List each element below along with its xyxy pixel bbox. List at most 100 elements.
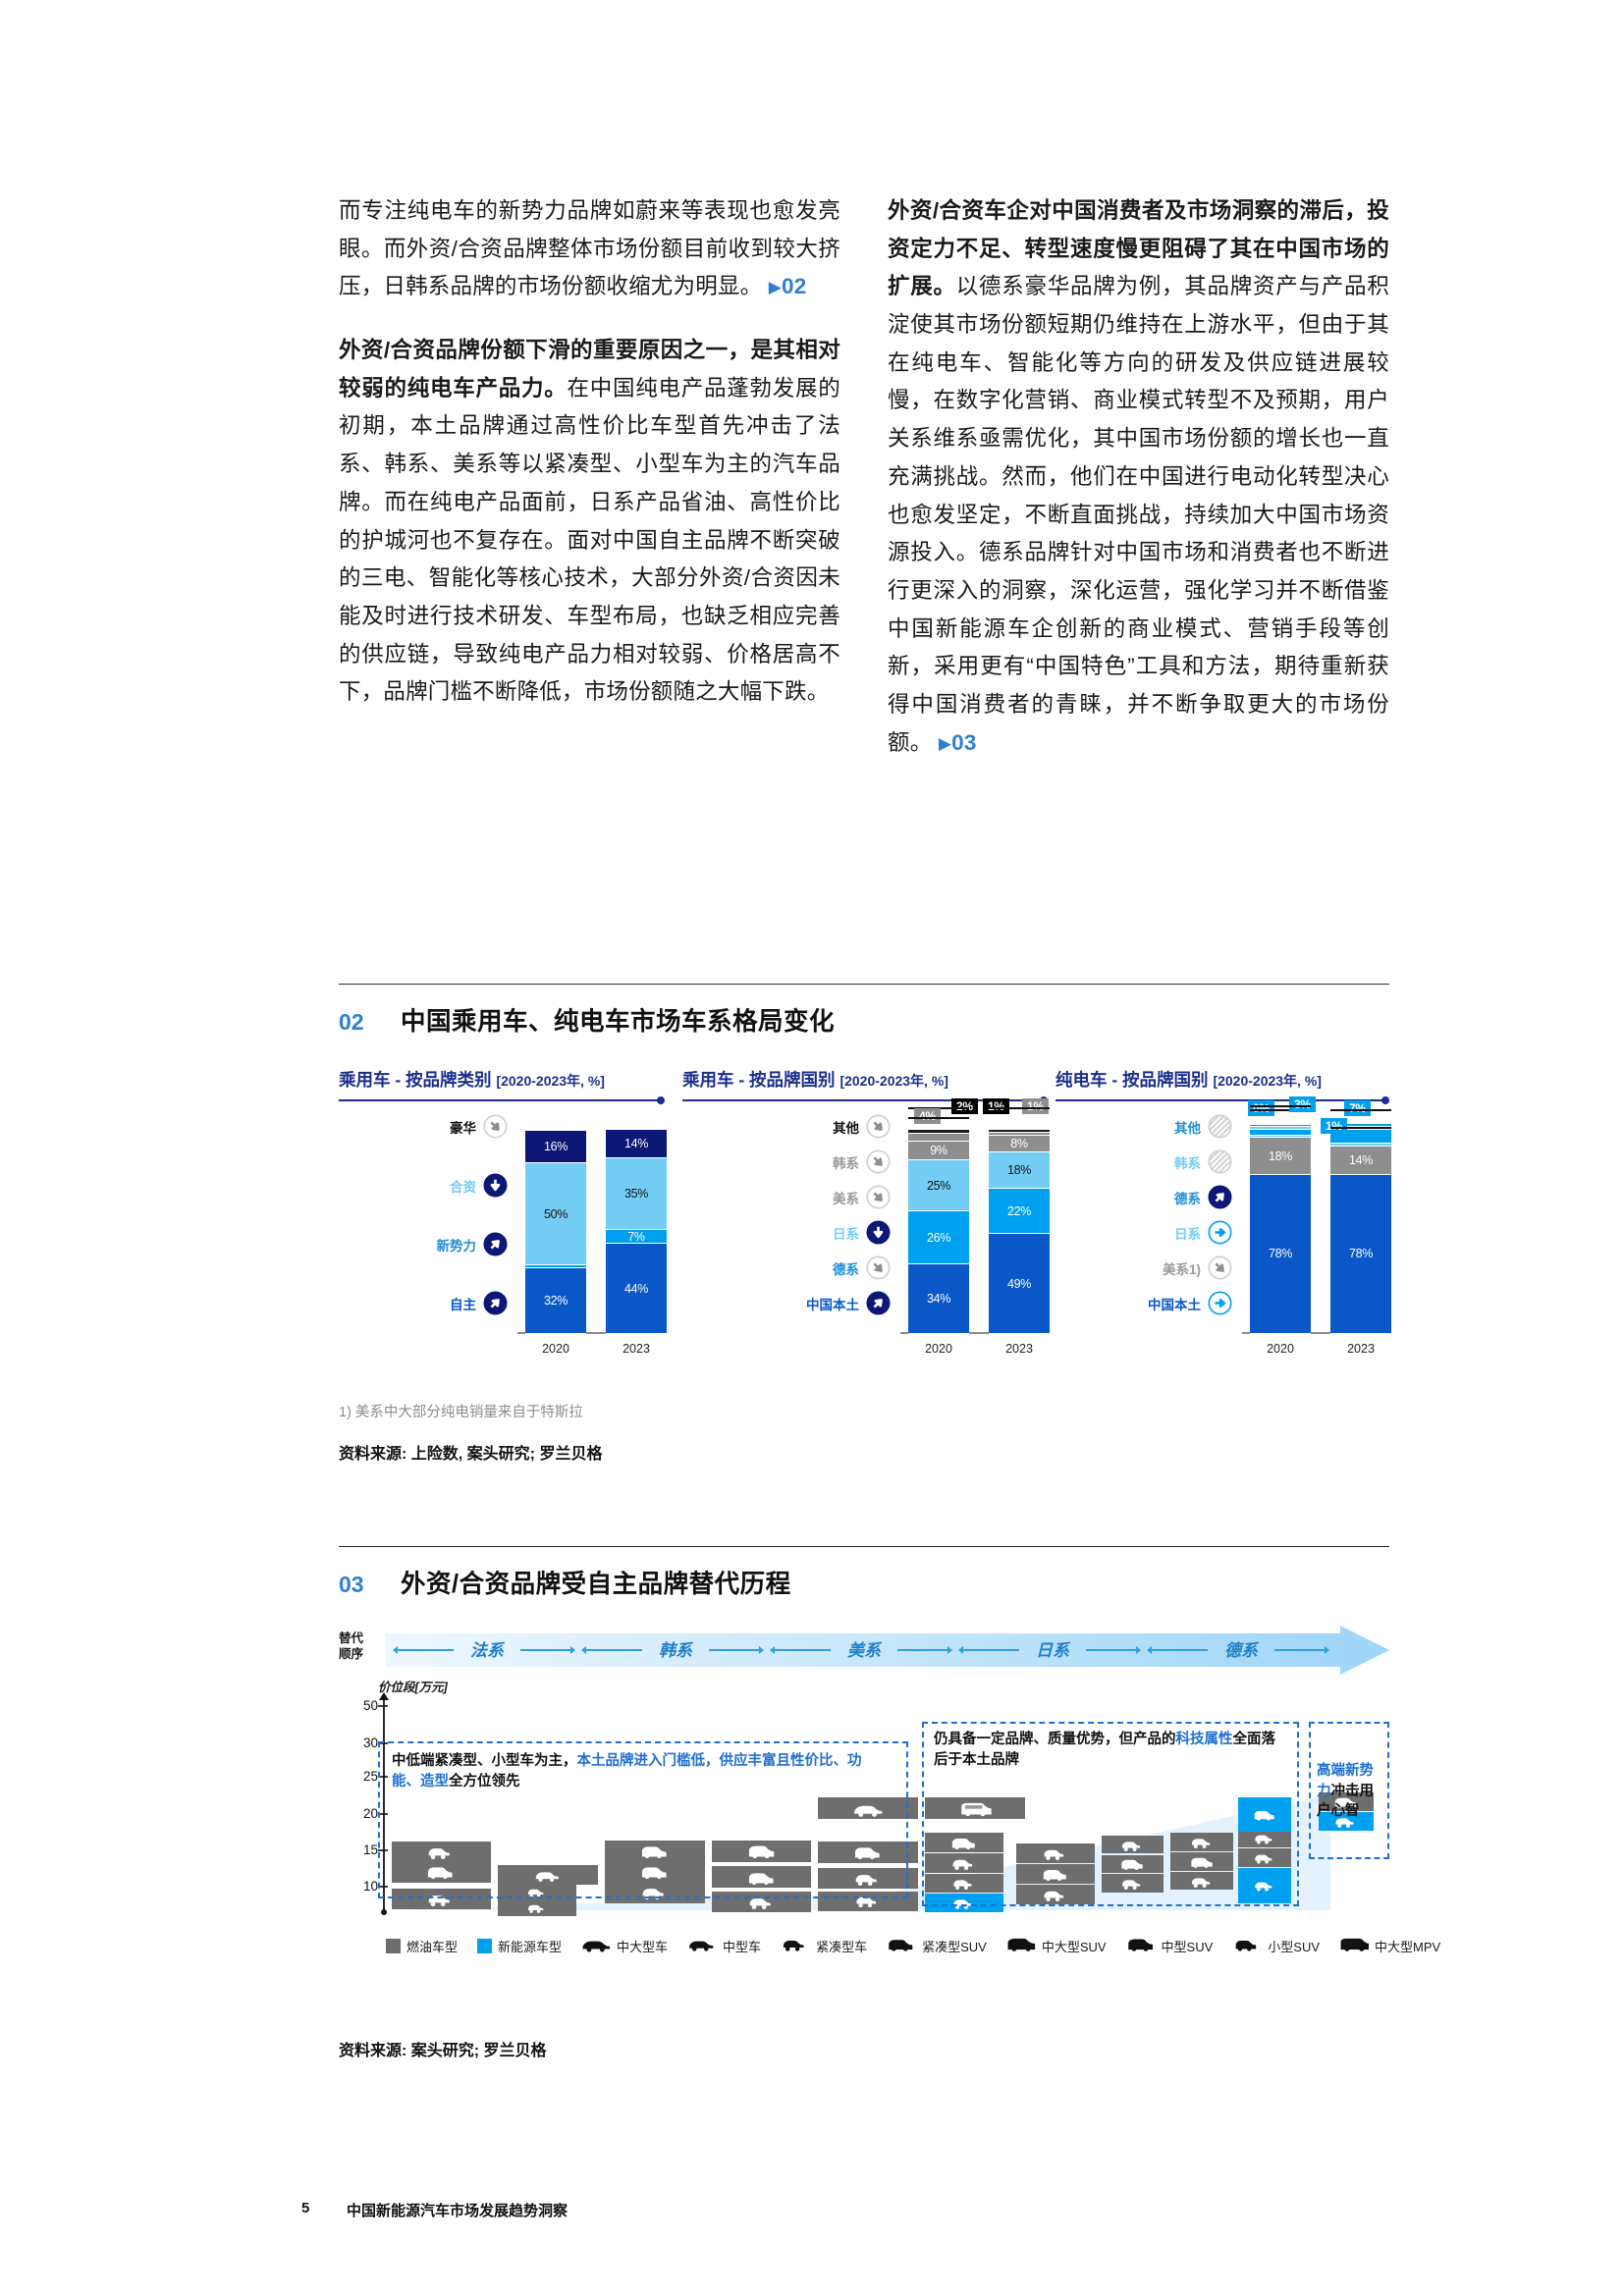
car-compact-icon [1255, 1854, 1272, 1864]
arrow-right-icon [1208, 1220, 1232, 1245]
bar-2023[interactable]: 14% 78% [1330, 1124, 1391, 1334]
car-compact-suv-icon [1334, 1797, 1356, 1808]
x-axis-label: 2023 [1347, 1342, 1375, 1356]
car-compact-icon [1121, 1841, 1141, 1851]
car-model-cell [1170, 1871, 1234, 1891]
y-axis-tick-50: 50 [362, 1698, 378, 1713]
arrow-down-right-icon [866, 1255, 891, 1280]
figure-ref-03[interactable]: ▶03 [938, 729, 977, 755]
bar-segment-value: 49% [1006, 1276, 1032, 1291]
bar-segment-自主: 32% [525, 1268, 586, 1334]
bar-segment-德系: 22% [989, 1189, 1050, 1235]
car-compact-icon [784, 1940, 804, 1951]
sequence-label-line2: 顺序 [339, 1646, 364, 1661]
legend-label: 美系1) [1162, 1261, 1201, 1277]
callout-box-premium-newcomers [1309, 1722, 1389, 1859]
x-axis-line [1242, 1332, 1389, 1334]
paragraph-text: 而专注纯电车的新势力品牌如蔚来等表现也愈发亮眼。而外资/合资品牌整体市场份额目前… [339, 198, 840, 299]
figure-number: 02 [339, 1009, 364, 1035]
page-number: 5 [301, 2200, 310, 2216]
bar-segment-其他 [989, 1130, 1050, 1134]
arrow-up-right-icon [1208, 1185, 1232, 1209]
bar-segment-value: 50% [543, 1206, 568, 1221]
bar-segment-日系: 25% [908, 1160, 969, 1212]
chart-title-text: 乘用车 - 按品牌国别 [682, 1070, 836, 1090]
car-model-cell [925, 1833, 1003, 1853]
legend-entry: 小型SUV [1232, 1936, 1320, 1955]
legend-item-德系[interactable]: 德系 [833, 1255, 891, 1280]
x-axis-line [517, 1332, 665, 1334]
car-model-cell [1101, 1874, 1164, 1894]
bar-callout-value: 7% [1344, 1100, 1371, 1116]
legend-item-美系1[interactable]: 美系1) [1163, 1255, 1232, 1280]
legend-entry: 紧凑型SUV [887, 1936, 987, 1955]
legend-entry: 新能源车型 [477, 1937, 562, 1955]
legend-item-中国本土[interactable]: 中国本土 [806, 1291, 891, 1315]
bar-segment-value: 25% [926, 1178, 951, 1193]
legend-item-韩系[interactable]: 韩系 [833, 1149, 891, 1174]
bar-callout-value: 3% [1289, 1096, 1316, 1112]
legend-item-其他[interactable]: 其他 [1174, 1114, 1232, 1139]
car-compact-suv-icon [1254, 1811, 1274, 1821]
legend-entry-label: 紧凑型SUV [922, 1939, 987, 1954]
car-model-cell [1101, 1854, 1164, 1874]
callout-text-span: 全方位领先 [449, 1773, 520, 1789]
legend-item-日系[interactable]: 日系 [833, 1220, 891, 1245]
timeline-arrow-icon: 法系 韩系 美系 日系 德系 [386, 1626, 1389, 1675]
legend-item-自主[interactable]: 自主 [450, 1291, 508, 1315]
bar-segment-合资: 35% [606, 1158, 667, 1230]
bar-2020[interactable]: 18% 78% [1250, 1124, 1311, 1334]
car-large-mpv-icon [1340, 1938, 1371, 1951]
trend-arrow-icon [483, 1173, 508, 1198]
car-large-mpv-icon [1339, 1936, 1371, 1955]
callout-text-span: 冲击用户心智 [1317, 1783, 1374, 1820]
bar-segment-value: 78% [1348, 1247, 1374, 1261]
car-compact-icon [952, 1859, 972, 1871]
bar-2020[interactable]: 9% 25% 26% 34% [908, 1130, 969, 1334]
bar-callout-value: 0% [1248, 1100, 1274, 1116]
figure-ref-label: 02 [782, 274, 807, 299]
legend-entry-label: 新能源车型 [498, 1939, 563, 1954]
car-model-cell [818, 1797, 919, 1820]
car-model-cell [925, 1874, 1003, 1894]
car-compact-suv-icon [641, 1867, 667, 1880]
arrow-up-right-icon [483, 1232, 508, 1256]
car-compact-icon [429, 1848, 451, 1860]
car-model-cell [1016, 1884, 1095, 1905]
bar-2020[interactable]: 16% 50% 32% [525, 1131, 586, 1334]
legend-label: 美系 [833, 1191, 859, 1206]
bar-segment-其他 [1250, 1124, 1311, 1128]
legend-item-德系[interactable]: 德系 [1174, 1185, 1232, 1209]
substitution-timeline-diagram: 替代 顺序 法系 韩系 美系 日系 德系 价位段[万元] 50 30 25 20 15 10 中低端紧… [339, 1626, 1440, 1989]
bar-callout-value: 1% [983, 1098, 1009, 1114]
legend-item-韩系[interactable]: 韩系 [1174, 1149, 1232, 1174]
figure-ref-02[interactable]: ▶02 [768, 274, 807, 299]
legend-item-中国本土[interactable]: 中国本土 [1148, 1291, 1232, 1315]
trend-arrow-icon [866, 1291, 891, 1315]
car-model-cell [1101, 1835, 1164, 1854]
bar-segment-value: 8% [1010, 1137, 1028, 1151]
legend-label: 德系 [1174, 1191, 1201, 1206]
car-compact-icon [642, 1889, 664, 1900]
legend-item-其他[interactable]: 其他 [833, 1114, 891, 1139]
bar-segment-其他 [1330, 1124, 1391, 1127]
legend-label: 韩系 [833, 1155, 859, 1171]
bar-segment-日系 [1250, 1135, 1311, 1139]
legend-item-新势力[interactable]: 新势力 [437, 1232, 509, 1256]
svg-text:德系: 德系 [1224, 1641, 1260, 1660]
legend-item-合资[interactable]: 合资 [450, 1173, 508, 1198]
bar-2023[interactable]: 8% 18% 22% 49% [989, 1130, 1050, 1334]
bar-segment-韩系 [908, 1134, 969, 1143]
car-compact-suv-icon [428, 1867, 453, 1880]
car-midsize-suv-icon [1127, 1939, 1153, 1951]
legend-item-豪华[interactable]: 豪华 [450, 1114, 508, 1139]
svg-text:日系: 日系 [1036, 1641, 1071, 1660]
car-model-cell [604, 1861, 705, 1883]
bar-segment-value: 9% [930, 1144, 947, 1158]
bar-2023[interactable]: 14% 35% 7% 44% [606, 1130, 667, 1334]
hatched-circle-icon [1208, 1149, 1232, 1174]
legend-item-日系[interactable]: 日系 [1174, 1220, 1232, 1245]
legend-item-美系[interactable]: 美系 [833, 1185, 891, 1209]
legend-label: 其他 [1174, 1120, 1201, 1136]
